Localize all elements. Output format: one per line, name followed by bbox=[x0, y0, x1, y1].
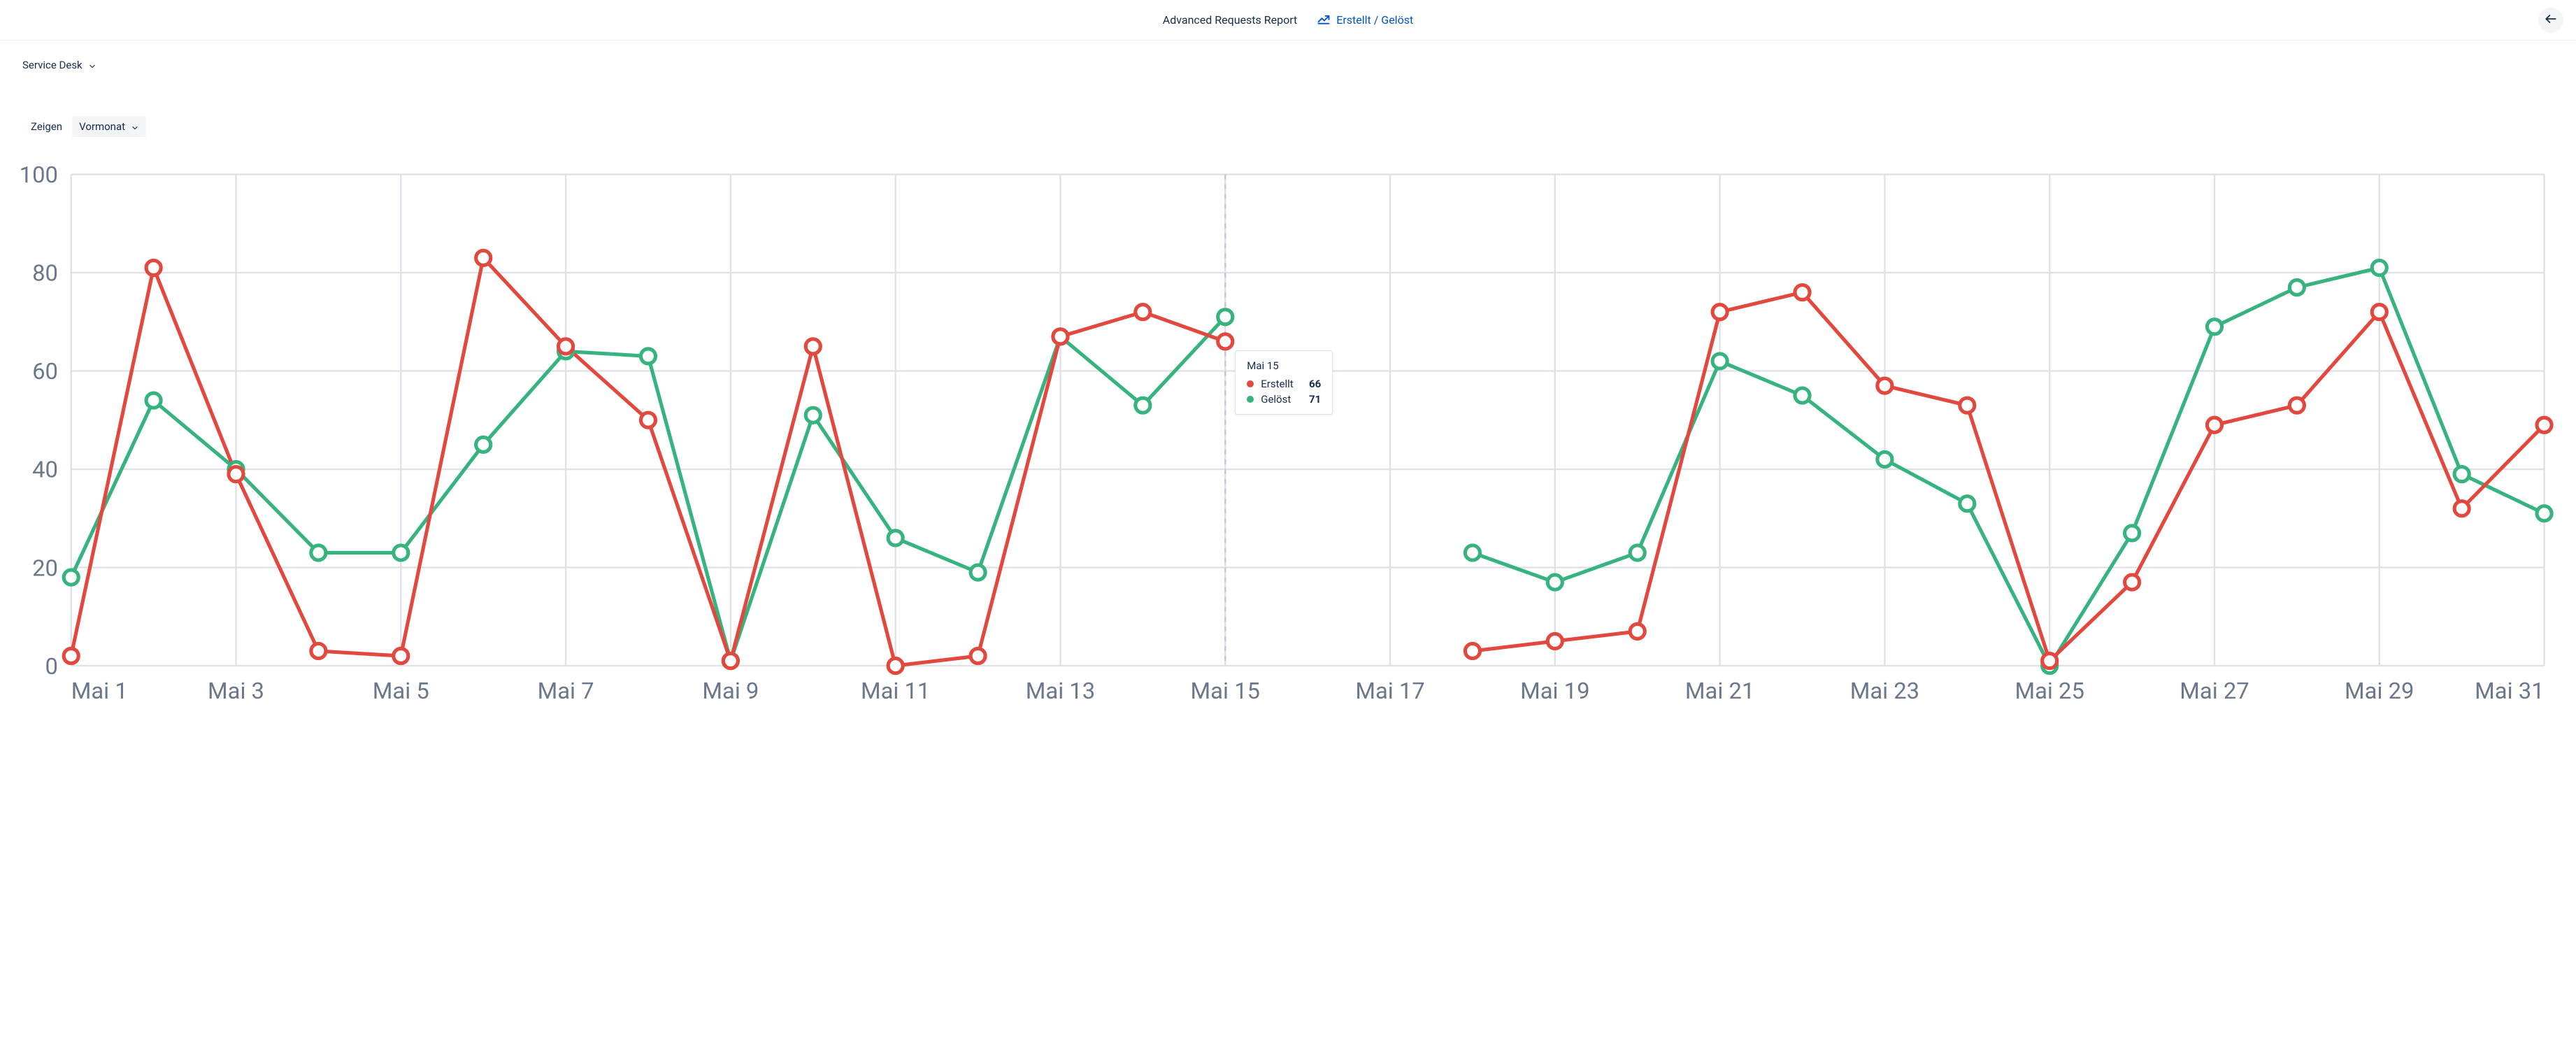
report-type-link[interactable]: Erstellt / Gelöst bbox=[1317, 12, 1413, 29]
svg-text:80: 80 bbox=[32, 261, 58, 287]
svg-text:Mai 11: Mai 11 bbox=[861, 678, 930, 705]
svg-text:Mai 25: Mai 25 bbox=[2015, 678, 2084, 705]
range-dropdown-label: Vormonat bbox=[79, 120, 125, 133]
svg-text:40: 40 bbox=[32, 457, 58, 484]
requests-chart: 0 20 40 60 80 100 Mai 1 Mai 3 Mai 5 Mai 7 Mai 9 Mai… bbox=[6, 158, 2561, 715]
svg-text:Mai 3: Mai 3 bbox=[208, 678, 264, 705]
chevron-down-icon bbox=[88, 61, 96, 69]
svg-text:Mai 19: Mai 19 bbox=[1520, 678, 1589, 705]
svg-text:60: 60 bbox=[32, 359, 58, 385]
svg-text:0: 0 bbox=[45, 654, 58, 680]
show-label: Zeigen bbox=[31, 120, 62, 133]
chart-line-icon bbox=[1317, 12, 1331, 29]
svg-text:Mai 17: Mai 17 bbox=[1355, 678, 1424, 705]
svg-text:Mai 21: Mai 21 bbox=[1685, 678, 1754, 705]
project-dropdown[interactable]: Service Desk bbox=[15, 55, 103, 76]
page-header: Advanced Requests Report Erstellt / Gelö… bbox=[0, 0, 2576, 41]
svg-text:Mai 27: Mai 27 bbox=[2180, 678, 2249, 705]
svg-text:Mai 29: Mai 29 bbox=[2345, 678, 2414, 705]
svg-text:Mai 15: Mai 15 bbox=[1191, 678, 1260, 705]
svg-text:20: 20 bbox=[32, 555, 58, 582]
svg-text:Mai 1: Mai 1 bbox=[71, 678, 128, 705]
project-dropdown-label: Service Desk bbox=[22, 59, 83, 71]
svg-text:Mai 31: Mai 31 bbox=[2475, 678, 2544, 705]
svg-text:Mai 13: Mai 13 bbox=[1026, 678, 1095, 705]
header-center: Advanced Requests Report Erstellt / Gelö… bbox=[1163, 12, 1413, 29]
svg-text:Mai 9: Mai 9 bbox=[702, 678, 759, 705]
range-dropdown[interactable]: Vormonat bbox=[72, 116, 146, 137]
chevron-down-icon bbox=[131, 122, 139, 131]
svg-text:Mai 7: Mai 7 bbox=[538, 678, 594, 705]
svg-text:Mai 5: Mai 5 bbox=[373, 678, 429, 705]
report-type-label: Erstellt / Gelöst bbox=[1336, 13, 1413, 27]
svg-text:Mai 23: Mai 23 bbox=[1850, 678, 1919, 705]
back-button[interactable] bbox=[2538, 8, 2563, 33]
svg-text:100: 100 bbox=[20, 162, 58, 189]
page-title: Advanced Requests Report bbox=[1163, 13, 1297, 27]
arrow-left-icon bbox=[2544, 12, 2558, 29]
